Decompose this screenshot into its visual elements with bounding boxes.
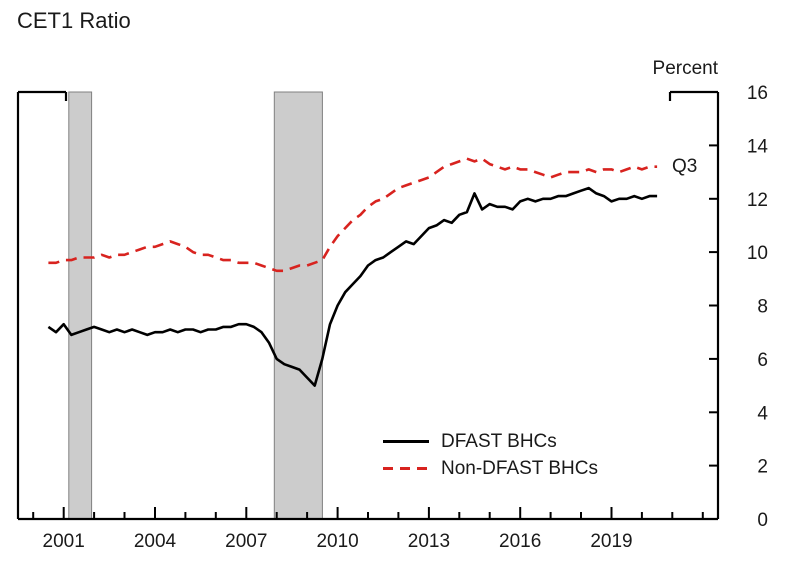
x-tick-label: 2010	[316, 531, 358, 552]
x-tick-label: 2004	[134, 531, 177, 552]
legend-item-non-dfast: Non-DFAST BHCs	[383, 455, 598, 482]
x-tick-label: 2013	[408, 531, 450, 552]
chart-title: CET1 Ratio	[17, 8, 131, 33]
recession-band	[273, 91, 323, 520]
y-tick-label: 6	[757, 350, 768, 371]
y-tick-label: 12	[747, 190, 768, 211]
legend-label-dfast: DFAST BHCs	[441, 430, 557, 452]
y-tick-label: 16	[747, 83, 768, 104]
x-tick-label: 2007	[225, 531, 267, 552]
y-tick-label: 14	[747, 136, 769, 157]
chart-legend: DFAST BHCs Non-DFAST BHCs	[383, 428, 598, 482]
y-tick-label: 8	[757, 297, 768, 318]
latest-quarter-label: Q3	[672, 156, 698, 177]
non-dfast-line-swatch	[383, 467, 429, 470]
y-tick-label: 10	[747, 243, 768, 264]
series-line-dfast-bhcs	[47, 186, 658, 387]
legend-label-non-dfast: Non-DFAST BHCs	[441, 457, 598, 479]
series-line-non-dfast-bhcs	[48, 157, 658, 273]
y-axis-unit-label: Percent	[652, 58, 718, 79]
y-tick-label: 2	[757, 457, 768, 478]
dfast-line-swatch	[383, 440, 429, 443]
x-tick-label: 2016	[499, 531, 541, 552]
y-tick-label: 4	[757, 403, 768, 424]
legend-item-dfast: DFAST BHCs	[383, 428, 598, 455]
recession-band	[68, 91, 93, 520]
y-tick-label: 0	[757, 510, 768, 531]
x-tick-label: 2019	[590, 531, 632, 552]
x-tick-label: 2001	[43, 531, 85, 552]
